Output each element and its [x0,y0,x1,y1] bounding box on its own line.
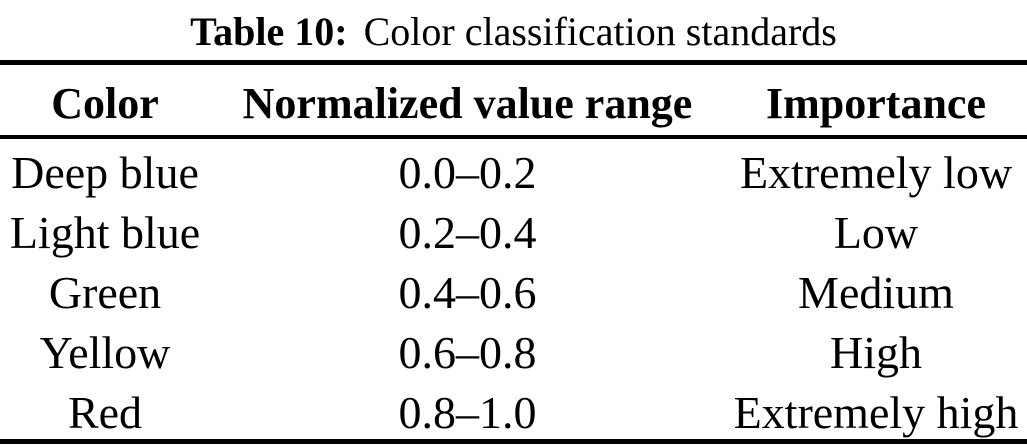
table-cell: Extremely low [739,147,1013,198]
table-cell: Red [67,387,143,438]
column-header-normalized-value-range: Normalized value range [242,79,693,128]
table-caption-label: Table 10: [190,9,348,54]
table-cell: 0.6–0.8 [398,327,537,378]
table-cell: 0.2–0.4 [398,207,537,258]
header-rule [0,135,1027,139]
table-caption-text: Color classification standards [363,9,837,54]
table-cell: 0.8–1.0 [398,387,537,438]
column-header-color: Color [51,79,159,128]
top-rule [0,60,1027,65]
table-cell: Green [48,267,162,318]
table-cell: Low [833,207,919,258]
table-row-light-blue: Light blue 0.2–0.4 Low [0,199,1027,259]
table-caption: Table 10: Color classification standards [0,3,1027,60]
bottom-rule [0,439,1027,444]
table-row-yellow: Yellow 0.6–0.8 High [0,319,1027,379]
table-cell: 0.0–0.2 [398,147,537,198]
table-header-row: Color Normalized value range Importance [0,65,1027,135]
table-cell: High [830,327,922,378]
table-cell: Medium [798,267,954,318]
table-cell: 0.4–0.6 [398,267,537,318]
table-cell: Deep blue [11,147,199,198]
table-cell: Extremely high [733,387,1019,438]
table-row-deep-blue: Deep blue 0.0–0.2 Extremely low [0,139,1027,199]
table-row-red: Red 0.8–1.0 Extremely high [0,379,1027,439]
column-header-importance: Importance [766,79,986,128]
table-cell: Light blue [9,207,201,258]
table-cell: Yellow [39,327,171,378]
table-row-green: Green 0.4–0.6 Medium [0,259,1027,319]
